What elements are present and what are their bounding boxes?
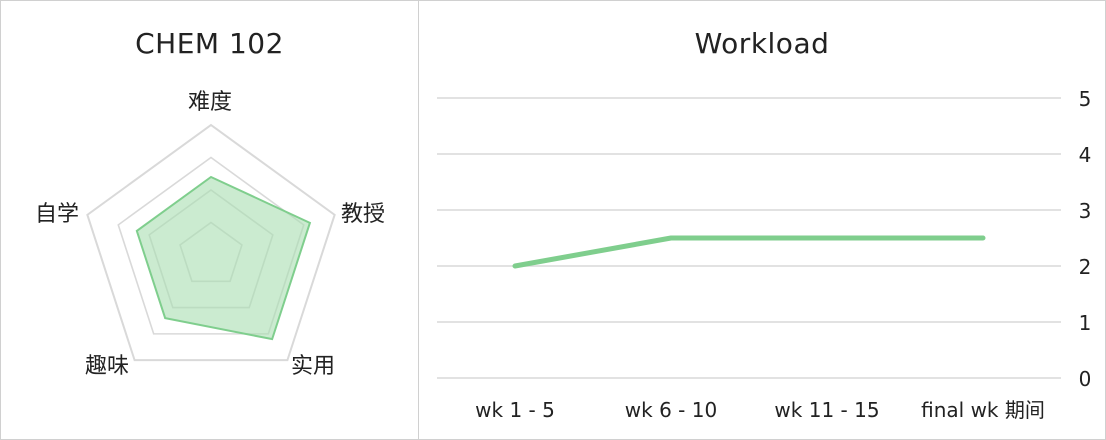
x-tick-label: wk 1 - 5	[475, 398, 555, 422]
workload-series-line	[512, 235, 986, 269]
line-chart: 0 1 2 3 4 5 wk 1 - 5 wk 6 - 10 wk 11 - 15 final w…	[437, 87, 1092, 422]
line-chart-panel: Workload 0 1 2 3 4 5 wk 1 - 5 wk 6 - 10 wk 11 - …	[419, 1, 1105, 439]
x-tick-label: wk 6 - 10	[625, 398, 717, 422]
radar-chart-title: CHEM 102	[135, 27, 284, 60]
radar-chart-panel: CHEM 102 难度教授实用 趣味 自学	[1, 1, 419, 439]
radar-series-area	[135, 175, 312, 341]
radar-axis-label: 难度	[188, 90, 232, 115]
radar-grid-ring	[86, 123, 336, 362]
x-tick-label: final wk 期间	[921, 398, 1045, 422]
line-chart-title: Workload	[694, 27, 830, 60]
y-tick-label: 4	[1079, 143, 1092, 167]
y-tick-label: 2	[1079, 255, 1092, 279]
x-tick-label: wk 11 - 15	[774, 398, 879, 422]
radar-axis-label: 趣味	[85, 354, 129, 379]
y-tick-label: 3	[1079, 199, 1092, 223]
y-tick-label: 0	[1079, 367, 1092, 391]
y-tick-label: 1	[1079, 311, 1092, 335]
radar-axis-label: 自学	[35, 202, 79, 227]
radar-axis-label: 教授	[341, 202, 385, 227]
radar-axis-label: 实用	[291, 354, 335, 379]
y-tick-label: 5	[1079, 87, 1092, 111]
